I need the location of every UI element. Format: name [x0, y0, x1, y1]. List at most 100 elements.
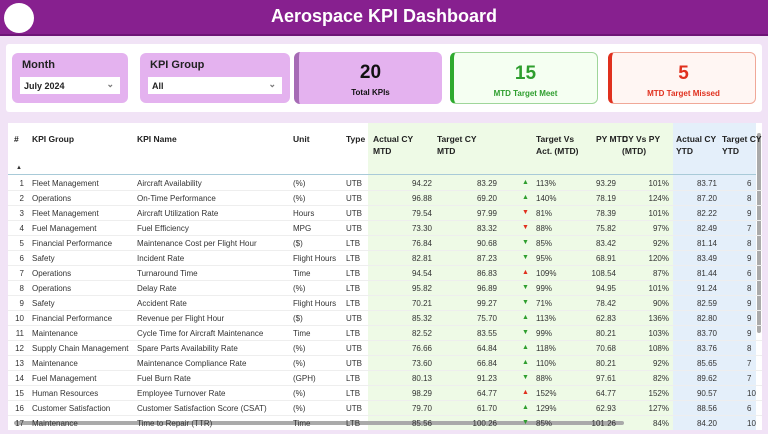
table-row[interactable]: 11 Maintenance Cycle Time for Aircraft Mai…: [8, 326, 762, 341]
cy-vs-py-cell: 92%: [652, 239, 669, 248]
table-row[interactable]: 10 Financial Performance Revenue per Fligh…: [8, 311, 762, 326]
col-target-vs-act-header[interactable]: Target Vs Act. (MTD): [536, 134, 579, 156]
py-mtd-cell: 64.77: [595, 389, 616, 398]
col-kpi-group-header[interactable]: KPI Group: [32, 134, 75, 144]
kpi-group-dropdown[interactable]: All ⌄: [148, 77, 282, 94]
type-cell: LTB: [346, 389, 361, 398]
target-cy-mtd-cell: 83.32: [476, 224, 497, 233]
cy-vs-py-cell: 101%: [648, 284, 669, 293]
scrollbar-thumb[interactable]: [757, 133, 761, 333]
col-target-cy-mtd-header[interactable]: Target CY MTD: [437, 134, 477, 156]
actual-cy-mtd-cell: 85.56: [411, 419, 432, 428]
sort-ascending-icon[interactable]: ▲: [16, 165, 22, 171]
table-row[interactable]: 14 Fuel Management Fuel Burn Rate (GPH) LTB 8…: [8, 371, 762, 386]
table-row[interactable]: 2 Operations On-Time Performance (%) UTB 96.8…: [8, 191, 762, 206]
col-kpi-name-header[interactable]: KPI Name: [137, 134, 177, 144]
actual-cy-ytd-cell: 85.65: [696, 359, 717, 368]
table-row[interactable]: 13 Maintenance Maintenance Compliance Rate…: [8, 356, 762, 371]
target-vs-act-cell: 129%: [536, 404, 557, 413]
col-actual-cy-ytd-header[interactable]: Actual CY YTD: [676, 134, 716, 156]
target-cy-ytd-cell: 9: [747, 314, 752, 323]
type-cell: LTB: [346, 329, 361, 338]
kpi-name-cell: Time to Repair (TTR): [137, 419, 213, 428]
kpi-group-cell: Maintenance: [32, 329, 78, 338]
target-cy-ytd-cell: 6: [747, 404, 752, 413]
target-cy-mtd-cell: 97.99: [476, 209, 497, 218]
table-row[interactable]: 3 Fleet Management Aircraft Utilization Ra…: [8, 206, 762, 221]
col-actual-cy-mtd-header[interactable]: Actual CY MTD: [373, 134, 413, 156]
unit-cell: (%): [293, 404, 306, 413]
cy-vs-py-cell: 82%: [652, 374, 669, 383]
py-mtd-cell: 62.83: [595, 314, 616, 323]
target-meet-label: MTD Target Meet: [493, 89, 558, 98]
unit-cell: (%): [293, 344, 306, 353]
py-mtd-cell: 75.82: [595, 224, 616, 233]
target-meet-value: 15: [514, 63, 537, 84]
target-vs-act-cell: 81%: [536, 209, 553, 218]
type-cell: LTB: [346, 269, 361, 278]
target-cy-mtd-cell: 83.29: [476, 179, 497, 188]
col-target-cy-ytd-header[interactable]: Target CY YTD: [722, 134, 762, 156]
arrow-up-icon: ▲: [522, 344, 529, 351]
kpi-group-cell: Financial Performance: [32, 314, 113, 323]
actual-cy-mtd-cell: 82.81: [411, 254, 432, 263]
target-cy-mtd-cell: 75.70: [476, 314, 497, 323]
kpi-name-cell: Employee Turnover Rate: [137, 389, 226, 398]
arrow-down-icon: ▼: [522, 254, 529, 261]
type-cell: UTB: [346, 224, 362, 233]
col-py-mtd-header[interactable]: PY MTD: [596, 134, 628, 144]
table-row[interactable]: 7 Operations Turnaround Time Time LTB 94.54 86…: [8, 266, 762, 281]
actual-cy-mtd-cell: 94.54: [411, 269, 432, 278]
table-row[interactable]: 1 Fleet Management Aircraft Availability (%…: [8, 176, 762, 191]
month-dropdown[interactable]: July 2024 ⌄: [20, 77, 120, 94]
unit-cell: (%): [293, 359, 306, 368]
table-row[interactable]: 16 Customer Satisfaction Customer Satisfac…: [8, 401, 762, 416]
target-cy-mtd-cell: 83.55: [476, 329, 497, 338]
target-cy-mtd-cell: 69.20: [476, 194, 497, 203]
total-kpis-card: 20 Total KPIs: [294, 52, 442, 104]
cy-vs-py-cell: 136%: [648, 314, 669, 323]
table-row[interactable]: 8 Operations Delay Rate (%) LTB 95.82 96.89 99%…: [8, 281, 762, 296]
table-row[interactable]: 5 Financial Performance Maintenance Cost p…: [8, 236, 762, 251]
kpi-name-cell: Aircraft Availability: [137, 179, 202, 188]
kpi-group-cell: Supply Chain Management: [32, 344, 129, 353]
actual-cy-mtd-cell: 79.70: [411, 404, 432, 413]
kpi-group-cell: Fuel Management: [32, 224, 97, 233]
py-mtd-cell: 93.29: [595, 179, 616, 188]
row-number-cell: 8: [19, 284, 24, 293]
row-number-cell: 16: [15, 404, 24, 413]
actual-cy-mtd-cell: 70.21: [411, 299, 432, 308]
unit-cell: (%): [293, 194, 306, 203]
actual-cy-ytd-cell: 91.24: [696, 284, 717, 293]
mtd-target-missed-card: 5 MTD Target Missed: [608, 52, 756, 104]
header-bar: Aerospace KPI Dashboard: [0, 0, 768, 36]
cy-vs-py-cell: 101%: [648, 179, 669, 188]
col-type-header[interactable]: Type: [346, 134, 366, 144]
col-unit-header[interactable]: Unit: [293, 134, 310, 144]
cy-vs-py-cell: 127%: [648, 404, 669, 413]
target-cy-ytd-cell: 7: [747, 224, 752, 233]
horizontal-scrollbar[interactable]: [14, 421, 624, 425]
table-row[interactable]: 15 Human Resources Employee Turnover Rate (…: [8, 386, 762, 401]
row-number-cell: 14: [15, 374, 24, 383]
unit-cell: Flight Hours: [293, 254, 337, 263]
kpi-group-cell: Fleet Management: [32, 179, 99, 188]
table-row[interactable]: 4 Fuel Management Fuel Efficiency MPG UTB 73.…: [8, 221, 762, 236]
vertical-scrollbar[interactable]: [756, 123, 762, 430]
kpi-name-cell: Aircraft Utilization Rate: [137, 209, 219, 218]
type-cell: LTB: [346, 284, 361, 293]
row-number-cell: 15: [15, 389, 24, 398]
table-row[interactable]: 17 Maintenance Time to Repair (TTR) Time LTB…: [8, 416, 762, 430]
arrow-down-icon: ▼: [522, 374, 529, 381]
target-cy-ytd-cell: 9: [747, 299, 752, 308]
table-row[interactable]: 9 Safety Accident Rate Flight Hours LTB 70.21…: [8, 296, 762, 311]
table-row[interactable]: 6 Safety Incident Rate Flight Hours LTB 82.81…: [8, 251, 762, 266]
chevron-down-icon: ⌄: [106, 79, 114, 89]
col-number-header[interactable]: #: [14, 134, 19, 144]
col-cy-vs-py-header[interactable]: CY Vs PY (MTD): [622, 134, 660, 156]
type-cell: UTB: [346, 194, 362, 203]
cy-vs-py-cell: 108%: [648, 344, 669, 353]
actual-cy-mtd-cell: 76.66: [411, 344, 432, 353]
type-cell: UTB: [346, 359, 362, 368]
table-row[interactable]: 12 Supply Chain Management Spare Parts Ava…: [8, 341, 762, 356]
